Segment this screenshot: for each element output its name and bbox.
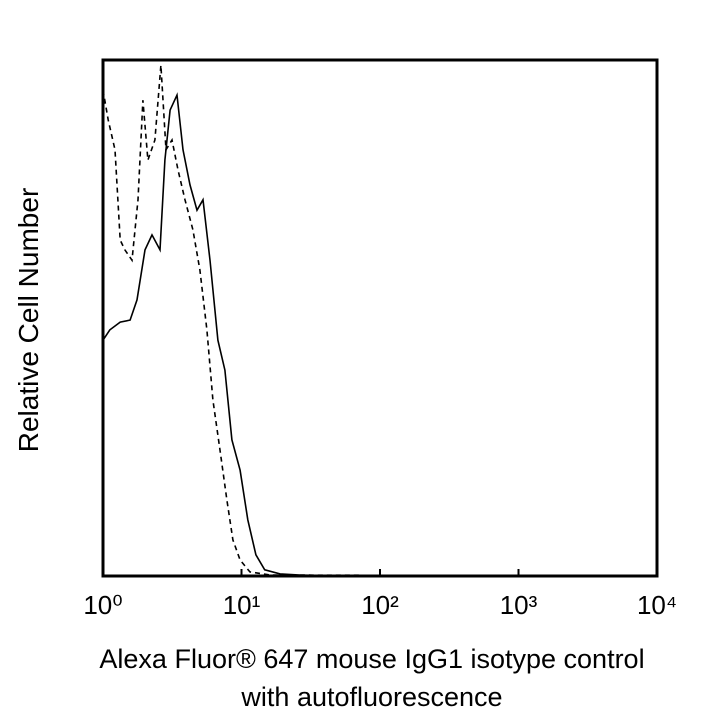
histogram-line: [102, 65, 658, 577]
x-tick-label: 10³: [500, 590, 538, 620]
x-tick-label: 10⁰: [83, 590, 122, 620]
x-axis-label: Alexa Fluor® 647 mouse IgG1 isotype cont…: [99, 644, 644, 674]
x-tick-label: 10²: [361, 590, 399, 620]
x-tick-label: 10⁴: [637, 590, 677, 620]
histogram-line: [102, 92, 657, 577]
x-axis-label: with autofluorescence: [240, 682, 502, 712]
plot-frame: [101, 58, 659, 578]
x-tick-label: 10¹: [223, 590, 261, 620]
y-axis-label: Relative Cell Number: [13, 188, 44, 453]
